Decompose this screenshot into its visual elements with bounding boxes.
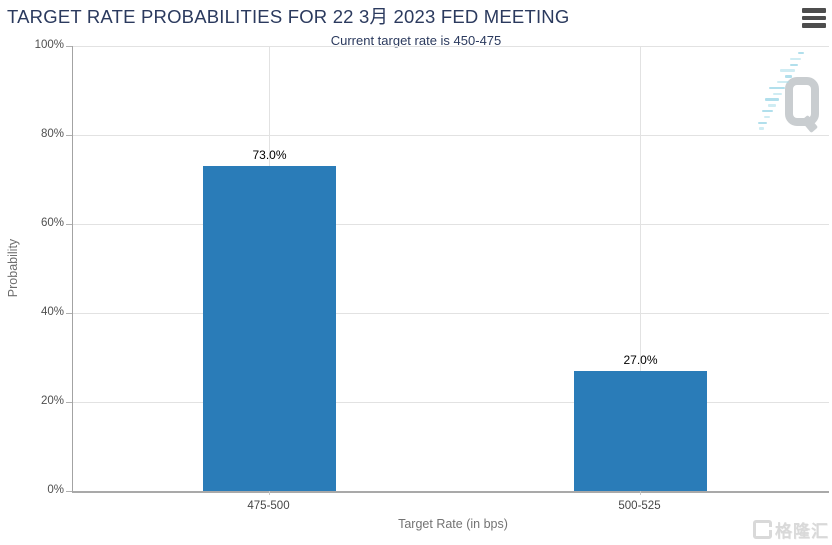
y-gridline bbox=[73, 401, 829, 403]
y-axis-tick bbox=[66, 312, 72, 314]
y-gridline bbox=[73, 312, 829, 314]
bar-value-label: 73.0% bbox=[252, 148, 287, 162]
y-tick-label: 40% bbox=[40, 306, 64, 318]
y-axis-tick bbox=[66, 401, 72, 403]
hamburger-icon bbox=[802, 23, 826, 28]
y-tick-label: 60% bbox=[40, 217, 64, 229]
y-axis-tick bbox=[66, 490, 72, 492]
y-axis-tick bbox=[66, 45, 72, 47]
y-tick-label: 100% bbox=[34, 39, 64, 51]
chart-title: TARGET RATE PROBABILITIES FOR 22 3月 2023… bbox=[7, 6, 570, 27]
bar[interactable] bbox=[574, 371, 707, 491]
x-axis-tick bbox=[640, 491, 641, 495]
chart-subtitle: Current target rate is 450-475 bbox=[330, 33, 502, 48]
chart-menu-button[interactable] bbox=[802, 8, 826, 28]
x-axis-tick bbox=[269, 491, 270, 495]
gelonghui-watermark: 格隆汇 bbox=[753, 517, 829, 542]
y-tick-label: 80% bbox=[40, 128, 64, 140]
y-tick-label: 20% bbox=[40, 395, 64, 407]
y-axis-tick bbox=[66, 223, 72, 225]
hamburger-icon bbox=[802, 8, 826, 13]
gelonghui-text: 格隆汇 bbox=[775, 522, 829, 541]
bar[interactable] bbox=[203, 166, 336, 491]
x-category-label: 500-525 bbox=[618, 500, 661, 512]
plot-area: 73.0% 27.0% bbox=[66, 45, 829, 495]
x-axis-title: Target Rate (in bps) bbox=[398, 517, 508, 531]
bar-value-label: 27.0% bbox=[623, 353, 658, 367]
y-gridline bbox=[73, 223, 829, 225]
y-tick-label: 0% bbox=[47, 484, 64, 496]
hamburger-icon bbox=[802, 15, 826, 21]
y-axis-tick bbox=[66, 134, 72, 136]
y-gridline bbox=[73, 45, 829, 47]
y-gridline bbox=[73, 134, 829, 136]
x-category-label: 475-500 bbox=[247, 500, 290, 512]
gelonghui-g-icon bbox=[753, 520, 772, 539]
y-axis-title: Probability bbox=[6, 238, 20, 298]
x-gridline bbox=[640, 46, 641, 491]
